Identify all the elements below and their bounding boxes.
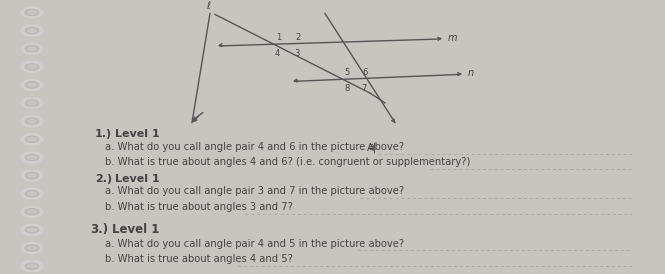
Text: A|: A| (367, 142, 377, 153)
Text: 8: 8 (344, 84, 350, 93)
Text: n: n (468, 68, 474, 78)
Text: 4: 4 (275, 49, 279, 58)
Text: 1.): 1.) (95, 130, 112, 139)
Text: Level 1: Level 1 (115, 174, 160, 184)
Text: 2: 2 (295, 33, 301, 42)
Text: 5: 5 (344, 68, 350, 77)
Text: b. What is true about angles 4 and 6? (i.e. congruent or supplementary?): b. What is true about angles 4 and 6? (i… (105, 157, 470, 167)
Text: b. What is true about angles 3 and 7?: b. What is true about angles 3 and 7? (105, 202, 293, 212)
Text: 6: 6 (362, 68, 368, 77)
Text: a. What do you call angle pair 3 and 7 in the picture above?: a. What do you call angle pair 3 and 7 i… (105, 187, 404, 196)
Text: ℓ: ℓ (206, 1, 210, 12)
Text: 3.): 3.) (90, 223, 108, 236)
Text: Level 1: Level 1 (112, 223, 160, 236)
Text: m: m (448, 33, 458, 43)
Text: a. What do you call angle pair 4 and 6 in the picture above?: a. What do you call angle pair 4 and 6 i… (105, 142, 404, 152)
Text: Level 1: Level 1 (115, 130, 160, 139)
Text: a. What do you call angle pair 4 and 5 in the picture above?: a. What do you call angle pair 4 and 5 i… (105, 239, 404, 249)
Text: b. What is true about angles 4 and 5?: b. What is true about angles 4 and 5? (105, 254, 293, 264)
Text: 7: 7 (361, 84, 366, 93)
Text: 2.): 2.) (95, 174, 112, 184)
Text: 1: 1 (277, 33, 281, 42)
Text: 3: 3 (295, 49, 300, 58)
